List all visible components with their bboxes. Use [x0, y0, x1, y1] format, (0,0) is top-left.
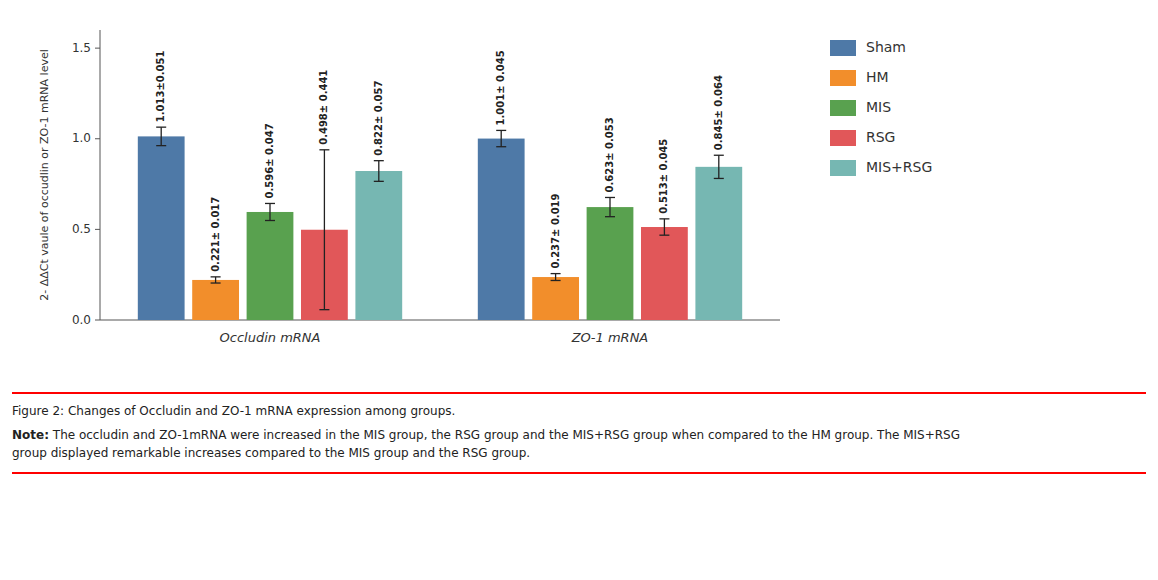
- error-stem: [161, 127, 162, 145]
- data-label: 0.845± 0.064: [713, 75, 724, 150]
- y-tick: [95, 320, 100, 321]
- error-bar: [605, 197, 615, 216]
- x-tick-label: ZO-1 mRNA: [571, 330, 649, 345]
- bars: [138, 127, 742, 320]
- error-cap: [551, 280, 561, 281]
- error-bar: [374, 161, 384, 182]
- error-stem: [664, 219, 665, 235]
- data-label: 1.013±0.051: [155, 50, 166, 122]
- legend: Sham HM MIS RSG MIS+RSG: [830, 39, 932, 176]
- data-label: 0.513± 0.045: [658, 139, 669, 214]
- error-cap: [156, 145, 166, 146]
- bar: [247, 212, 294, 320]
- error-cap: [156, 127, 166, 128]
- data-label: 0.498± 0.441: [318, 70, 329, 145]
- legend-swatch: [830, 70, 856, 86]
- legend-swatch: [830, 160, 856, 176]
- error-stem: [378, 161, 379, 182]
- error-cap: [319, 309, 329, 310]
- bar: [587, 207, 634, 320]
- legend-label: MIS: [866, 99, 891, 115]
- error-stem: [501, 130, 502, 146]
- y-axis: 0.0 0.5 1.0 1.5: [72, 30, 780, 327]
- note-label: Note:: [12, 428, 49, 442]
- error-cap: [551, 273, 561, 274]
- error-stem: [718, 155, 719, 178]
- legend-label: MIS+RSG: [866, 159, 932, 175]
- error-cap: [496, 146, 506, 147]
- y-tick: [95, 48, 100, 49]
- error-cap: [659, 235, 669, 236]
- y-tick-label: 1.0: [72, 131, 91, 145]
- error-cap: [374, 181, 384, 182]
- y-tick-label: 1.5: [72, 41, 91, 55]
- error-bar: [319, 150, 329, 310]
- error-bar: [211, 277, 221, 283]
- data-label: 0.822± 0.057: [373, 81, 384, 156]
- error-cap: [211, 282, 221, 283]
- error-bar: [551, 274, 561, 281]
- error-bar: [156, 127, 166, 145]
- error-cap: [211, 276, 221, 277]
- error-cap: [714, 178, 724, 179]
- error-cap: [496, 130, 506, 131]
- caption: Figure 2: Changes of Occludin and ZO-1 m…: [12, 402, 1146, 420]
- y-tick: [95, 229, 100, 230]
- bar: [138, 136, 185, 320]
- legend-swatch: [830, 40, 856, 56]
- bar: [355, 171, 402, 320]
- data-label: 0.623± 0.053: [604, 117, 615, 192]
- y-axis-label: 2- ΔΔCt vaule of occudlin or ZO-1 mRNA l…: [38, 49, 51, 301]
- error-bar: [265, 203, 275, 220]
- chart: 0.0 0.5 1.0 1.5 2- ΔΔCt vaule of occudlin or…: [0, 0, 1158, 392]
- y-tick-label: 0.5: [72, 222, 91, 236]
- error-bar: [659, 219, 669, 235]
- bar: [478, 139, 525, 320]
- legend-swatch: [830, 130, 856, 146]
- data-label: 0.237± 0.019: [550, 193, 561, 268]
- legend-label: RSG: [866, 129, 895, 145]
- error-cap: [605, 197, 615, 198]
- note-text: The occludin and ZO-1mRNA were increased…: [12, 428, 960, 460]
- error-stem: [555, 274, 556, 281]
- error-stem: [324, 150, 325, 310]
- y-axis-line: [100, 30, 101, 320]
- error-cap: [319, 149, 329, 150]
- error-cap: [605, 216, 615, 217]
- footer: Figure 2: Changes of Occludin and ZO-1 m…: [12, 392, 1146, 474]
- error-bar: [496, 130, 506, 146]
- data-label: 0.221± 0.017: [210, 197, 221, 272]
- error-cap: [265, 203, 275, 204]
- error-cap: [659, 218, 669, 219]
- y-tick-label: 0.0: [72, 313, 91, 327]
- error-stem: [269, 203, 270, 220]
- bar: [695, 167, 742, 320]
- y-tick: [95, 138, 100, 139]
- data-label: 0.596± 0.047: [264, 123, 275, 198]
- bar: [532, 277, 579, 320]
- legend-label: HM: [866, 69, 889, 85]
- bar: [641, 227, 688, 320]
- error-cap: [265, 220, 275, 221]
- error-cap: [714, 155, 724, 156]
- data-label: 1.001± 0.045: [495, 50, 506, 125]
- error-stem: [215, 277, 216, 283]
- error-cap: [374, 160, 384, 161]
- legend-label: Sham: [866, 39, 906, 55]
- error-bar: [714, 155, 724, 178]
- data-labels: 1.013±0.051 1.001± 0.045 0.221± 0.017 0.237…: [155, 50, 724, 272]
- note: Note: The occludin and ZO-1mRNA were inc…: [12, 426, 1146, 462]
- legend-swatch: [830, 100, 856, 116]
- bar: [192, 280, 239, 320]
- error-stem: [609, 197, 610, 216]
- x-tick-label: Occludin mRNA: [220, 330, 321, 345]
